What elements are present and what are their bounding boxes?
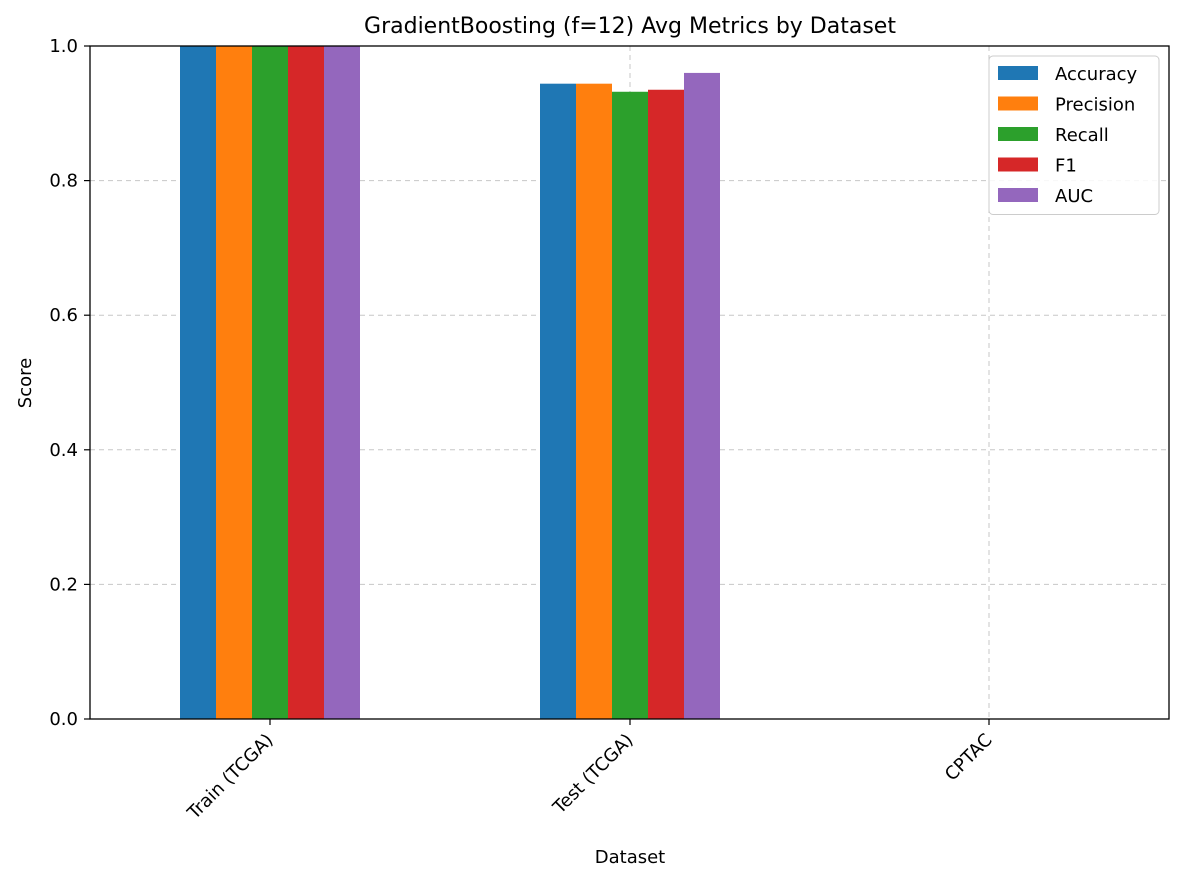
y-tick-label: 1.0 <box>49 36 78 57</box>
legend-label: Accuracy <box>1055 64 1138 85</box>
chart-title: GradientBoosting (f=12) Avg Metrics by D… <box>364 14 896 39</box>
bar <box>324 46 360 719</box>
legend-swatch <box>998 66 1038 80</box>
y-tick-label: 0.6 <box>49 305 78 326</box>
y-tick-label: 0.8 <box>49 171 78 192</box>
bar <box>684 72 720 720</box>
legend-label: F1 <box>1055 156 1077 177</box>
bar <box>216 46 252 719</box>
legend-swatch <box>998 157 1038 172</box>
legend: Accuracy Precision Recall F1 AUC <box>988 55 1160 215</box>
y-tick-label: 0.2 <box>49 574 78 595</box>
y-axis-label: Score <box>15 358 36 408</box>
bar <box>180 46 216 719</box>
x-axis-label: Dataset <box>595 847 666 868</box>
bar <box>648 89 684 720</box>
y-tick-label: 0.4 <box>49 440 78 461</box>
bar <box>252 46 288 719</box>
legend-label: Precision <box>1055 95 1135 116</box>
y-tick-label: 0.0 <box>49 709 78 730</box>
bar <box>576 83 612 720</box>
legend-swatch <box>998 127 1038 141</box>
bar <box>288 46 324 719</box>
legend-swatch <box>998 188 1038 202</box>
legend-label: Recall <box>1055 125 1109 146</box>
legend-box <box>988 55 1160 215</box>
bar <box>540 83 576 720</box>
bar <box>612 91 648 720</box>
legend-label: AUC <box>1055 186 1093 207</box>
legend-swatch <box>998 96 1038 111</box>
bars <box>180 46 720 720</box>
